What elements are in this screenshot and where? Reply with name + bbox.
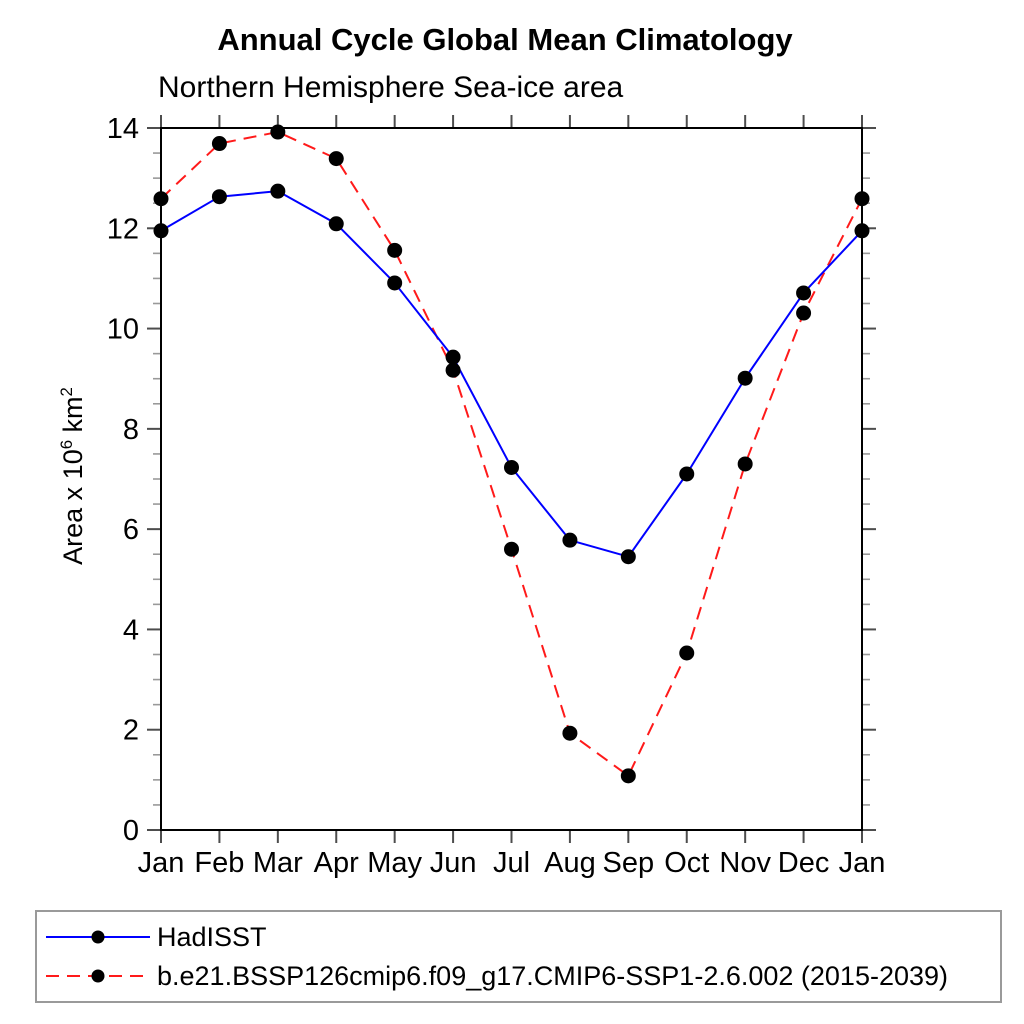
legend-box: HadISST b.e21.BSSP126cmip6.f09_g17.CMIP6… <box>35 910 1002 1003</box>
data-point <box>211 189 227 205</box>
data-point <box>387 275 403 291</box>
data-point <box>328 216 344 232</box>
legend-item-hadisst: HadISST <box>43 922 994 952</box>
y-tick-label: 0 <box>123 815 139 847</box>
legend-item-model: b.e21.BSSP126cmip6.f09_g17.CMIP6-SSP1-2.… <box>43 961 994 991</box>
data-point <box>620 549 636 565</box>
series-line-1 <box>160 131 863 777</box>
legend-label-model: b.e21.BSSP126cmip6.f09_g17.CMIP6-SSP1-2.… <box>157 961 949 991</box>
series-line-0 <box>160 190 863 558</box>
x-tick-label: Jun <box>430 847 477 879</box>
x-tick-label: Nov <box>719 847 771 879</box>
data-point <box>504 459 519 475</box>
x-tick-label: Jan <box>839 847 886 879</box>
data-point <box>679 466 695 482</box>
legend-label-hadisst: HadISST <box>157 922 267 952</box>
data-point <box>737 456 753 472</box>
x-tick-label: Oct <box>664 847 709 879</box>
chart-title: Annual Cycle Global Mean Climatology <box>217 22 793 57</box>
x-tick-label: Sep <box>603 847 655 879</box>
x-tick-label: Jan <box>138 847 185 879</box>
data-point <box>445 349 461 365</box>
y-tick-label: 4 <box>123 614 139 646</box>
y-tick-label: 12 <box>107 213 139 245</box>
data-point <box>270 183 286 199</box>
data-point <box>328 151 344 167</box>
data-point <box>796 285 812 301</box>
data-point <box>562 725 578 741</box>
x-tick-label: Dec <box>778 847 830 879</box>
x-tick-label: Jul <box>493 847 530 879</box>
chart-subtitle: Northern Hemisphere Sea-ice area <box>158 71 624 104</box>
data-series <box>153 124 870 784</box>
data-point <box>562 532 578 548</box>
data-point <box>737 370 753 386</box>
data-point <box>211 136 227 152</box>
y-tick-label: 10 <box>107 314 139 346</box>
y-tick-label: 2 <box>123 715 139 747</box>
data-point <box>270 124 286 140</box>
plot-frame <box>160 127 863 831</box>
x-tick-label: Mar <box>253 847 303 879</box>
legend-line-sample-model <box>46 969 150 983</box>
y-tick-label: 8 <box>123 414 139 446</box>
data-point <box>504 541 519 557</box>
x-tick-label: May <box>367 847 422 879</box>
x-tick-label: Feb <box>194 847 244 879</box>
data-point <box>679 645 695 661</box>
data-point <box>445 362 461 378</box>
x-tick-label: Aug <box>544 847 596 879</box>
data-point <box>620 768 636 784</box>
axis-ticks <box>147 115 876 843</box>
data-point <box>796 305 812 321</box>
x-tick-label: Apr <box>314 847 359 879</box>
y-tick-label: 6 <box>123 514 139 546</box>
y-tick-label: 14 <box>107 113 139 145</box>
axis-tick-labels: 0 2 4 6 8 10 12 14 Jan Feb Mar Apr May Jun Jul Aug Sep Oc… <box>107 113 886 879</box>
legend-line-sample-hadisst <box>46 930 150 944</box>
data-point <box>387 242 403 258</box>
